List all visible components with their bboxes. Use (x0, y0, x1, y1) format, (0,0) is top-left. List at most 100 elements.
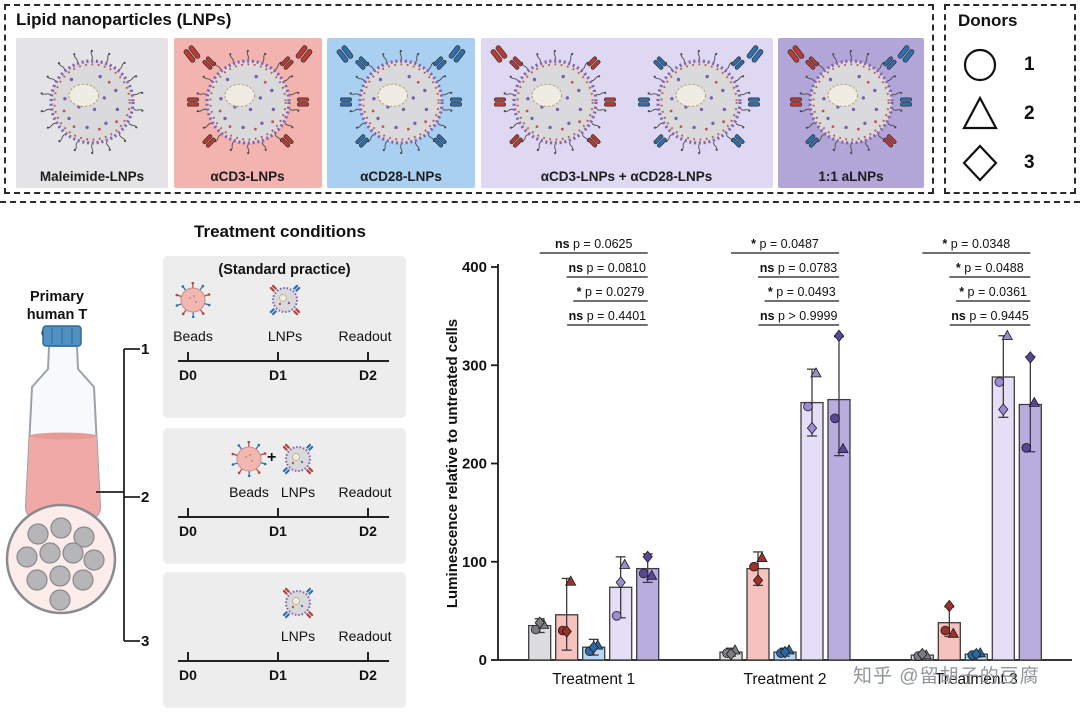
svg-text:200: 200 (462, 456, 487, 473)
svg-text:ns p = 0.4401: ns p = 0.4401 (569, 309, 647, 323)
donors-panel-title: Donors (958, 11, 1018, 30)
lnp-box-label: 1:1 aLNPs (818, 169, 884, 184)
svg-text:400: 400 (462, 259, 487, 276)
lnp-box-2: αCD3-LNPs (173, 38, 322, 188)
lnp-box-label: Maleimide-LNPs (39, 169, 145, 184)
circle-icon (963, 48, 997, 82)
svg-text:100: 100 (462, 554, 487, 571)
donor-number: 2 (1024, 103, 1035, 124)
lnp-icon (269, 284, 301, 316)
timeline-day-label: D0 (179, 523, 197, 539)
treatment-title: Treatment conditions (194, 222, 366, 241)
lnp-box-4: αCD3-LNPs + αCD28-LNPs (480, 38, 773, 188)
beads-label: Beads (173, 328, 213, 344)
lnp-boxes: Maleimide-LNPs αCD3-LNPs αCD28-LNPs αCD3-LN… (16, 38, 928, 190)
condition-panel-1: (Standard practice) Beads LNPs Readout D0 D1 D… (163, 256, 406, 418)
timeline-tick (367, 652, 369, 662)
bar-chart: 0 100 200 300 400 Luminescence relative to un… (440, 232, 1080, 718)
timeline-tick (187, 352, 189, 362)
donor-row: 1 (960, 45, 1078, 85)
svg-text:ns p = 0.0625: ns p = 0.0625 (555, 237, 633, 251)
svg-text:* p = 0.0361: * p = 0.0361 (959, 285, 1027, 299)
timeline-tick (367, 508, 369, 518)
lnp-illustration (493, 49, 760, 155)
timeline-day-label: D2 (359, 667, 377, 683)
timeline-day-label: D1 (269, 523, 287, 539)
timeline-tick (277, 508, 279, 518)
lnp-box-label: αCD3-LNPs (210, 169, 285, 184)
lnp-illustration (340, 49, 462, 155)
timeline-day-label: D2 (359, 367, 377, 383)
svg-text:Luminescence relative to untre: Luminescence relative to untreated cells (444, 319, 461, 608)
timeline (178, 660, 389, 662)
lnp-box-label: αCD3-LNPs + αCD28-LNPs (540, 169, 713, 184)
beads-label: Beads (229, 484, 269, 500)
luminescence-chart: 0 100 200 300 400 Luminescence relative to un… (444, 237, 1072, 688)
lnp-box-5: 1:1 aLNPs (778, 38, 924, 188)
readout-label: Readout (338, 328, 392, 344)
corner-antibodies (336, 45, 466, 63)
svg-text:* p = 0.0348: * p = 0.0348 (942, 237, 1010, 251)
lnp-illustration (186, 49, 309, 155)
lnps-label: LNPs (280, 628, 316, 644)
svg-text:ns p > 0.9999: ns p > 0.9999 (760, 309, 838, 323)
lnps-label: LNPs (280, 484, 316, 500)
diamond-icon (962, 144, 998, 182)
readout-label: Readout (338, 484, 392, 500)
condition-note: (Standard practice) (218, 262, 351, 278)
corner-antibodies (787, 45, 915, 63)
donor-number: 3 (1024, 152, 1035, 173)
donor-row: 2 (960, 94, 1078, 134)
svg-text:300: 300 (462, 357, 487, 374)
donor-rows: 1 2 3 (946, 36, 1078, 183)
plus-sign: + (267, 449, 277, 466)
beads-icon-wrap (175, 281, 211, 323)
svg-text:* p = 0.0279: * p = 0.0279 (577, 285, 645, 299)
lnp-panel-title: Lipid nanoparticles (LNPs) (16, 10, 232, 29)
donors-panel: Donors 1 2 3 (944, 4, 1076, 194)
svg-text:ns p = 0.0783: ns p = 0.0783 (760, 261, 838, 275)
timeline-tick (277, 352, 279, 362)
condition-panel-3: LNPs Readout D0 D1 D2 (163, 572, 406, 708)
corner-antibodies (490, 45, 763, 63)
timeline-tick (367, 352, 369, 362)
svg-text:Treatment 2: Treatment 2 (744, 671, 827, 688)
branch-lines (96, 348, 140, 642)
corner-antibodies (183, 45, 312, 63)
beads-icon (231, 440, 267, 478)
svg-text:* p = 0.0493: * p = 0.0493 (768, 285, 836, 299)
donor-number: 1 (1024, 54, 1035, 75)
timeline-day-label: D0 (179, 667, 197, 683)
svg-text:0: 0 (479, 652, 487, 669)
condition-number: 3 (141, 633, 150, 650)
lnps-label: LNPs (267, 328, 303, 344)
svg-text:* p = 0.0488: * p = 0.0488 (956, 261, 1024, 275)
lnp-box-3: αCD28-LNPs (327, 38, 475, 188)
timeline-day-label: D1 (269, 367, 287, 383)
donor-row: 3 (960, 143, 1078, 183)
lnp-icon (282, 443, 314, 475)
condition-number: 2 (141, 489, 150, 506)
timeline-tick (187, 508, 189, 518)
timeline-day-label: D1 (269, 667, 287, 683)
lnp-box-1: Maleimide-LNPs (16, 38, 168, 188)
section-divider (0, 201, 1080, 203)
watermark: 知乎 @留胡子的豆腐 (853, 666, 1040, 687)
tcell-closeup (2, 500, 120, 623)
beads-icon-wrap (231, 440, 267, 482)
timeline (178, 360, 389, 362)
condition-number: 1 (141, 341, 150, 358)
triangle-icon (962, 95, 998, 130)
lnp-illustration (790, 49, 912, 155)
readout-label: Readout (338, 628, 392, 644)
lnp-box-label: αCD28-LNPs (360, 169, 442, 184)
svg-text:* p = 0.0487: * p = 0.0487 (751, 237, 819, 251)
condition-panel-2: + Beads LNPs Readout D0 D1 D2 (163, 428, 406, 564)
lnp-icon-wrap (267, 282, 303, 323)
timeline-day-label: D2 (359, 523, 377, 539)
lnp-icon-wrap (280, 585, 316, 626)
timeline (178, 516, 389, 518)
svg-text:ns p = 0.9445: ns p = 0.9445 (951, 309, 1029, 323)
timeline-tick (277, 652, 279, 662)
